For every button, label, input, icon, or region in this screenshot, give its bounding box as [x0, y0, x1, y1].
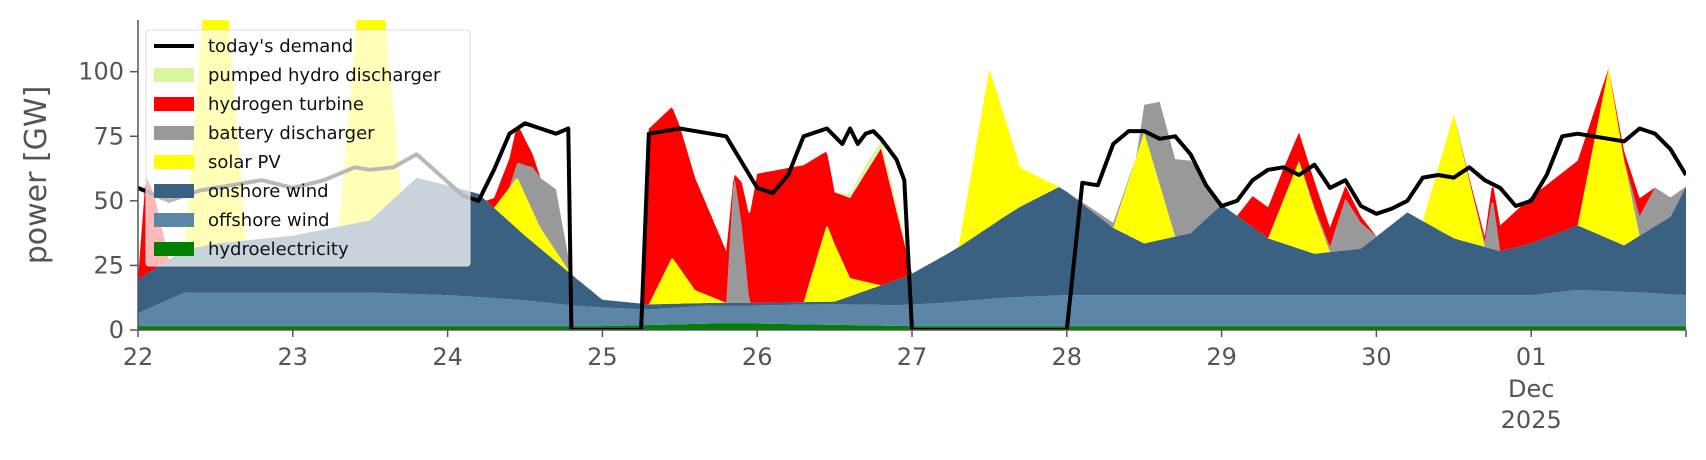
- x-tick-label: 23: [278, 343, 309, 371]
- legend-background: [145, 29, 471, 267]
- legend-label: hydroelectricity: [208, 239, 349, 260]
- legend-label: hydrogen turbine: [208, 94, 364, 115]
- legend-swatch: [154, 97, 194, 111]
- legend-swatch: [154, 184, 194, 198]
- legend-swatch: [154, 213, 194, 227]
- legend-label: today's demand: [208, 36, 353, 57]
- x-tick-group: 22 23 24 25 26 27 28 29 30 01: [123, 330, 1687, 371]
- x-sublabel-year: 2025: [1501, 406, 1562, 434]
- legend: today's demand pumped hydro discharger hyd…: [145, 29, 471, 267]
- x-tick-label: 28: [1052, 343, 1083, 371]
- x-tick-label: 22: [123, 343, 154, 371]
- legend-swatch: [154, 242, 194, 256]
- area-onshore-wind: [138, 177, 1686, 314]
- x-tick-label: 01: [1516, 343, 1547, 371]
- x-tick-label: 24: [432, 343, 463, 371]
- x-tick-label: 29: [1206, 343, 1237, 371]
- x-tick-label: 25: [587, 343, 618, 371]
- y-tick-label: 100: [78, 58, 124, 86]
- y-tick-label: 50: [93, 187, 124, 215]
- legend-swatch: [154, 155, 194, 169]
- area-solar-PV: [138, 20, 1686, 305]
- legend-swatch: [154, 126, 194, 140]
- demand-line: [138, 121, 1686, 330]
- legend-label: offshore wind: [208, 210, 330, 231]
- legend-label: onshore wind: [208, 181, 329, 202]
- y-tick-label: 0: [109, 316, 124, 344]
- x-sublabel-month: Dec: [1508, 375, 1554, 403]
- demand-line-group: [138, 121, 1686, 330]
- legend-label: pumped hydro discharger: [208, 65, 441, 86]
- y-tick-label: 25: [93, 251, 124, 279]
- legend-swatch: [154, 68, 194, 82]
- y-axis-label: power [GW]: [19, 86, 54, 265]
- legend-label: battery discharger: [208, 123, 375, 144]
- x-tick-label: 30: [1361, 343, 1392, 371]
- legend-label: solar PV: [208, 152, 281, 173]
- y-tick-group: 0 25 50 75 100: [78, 58, 138, 344]
- y-tick-label: 75: [93, 122, 124, 150]
- x-tick-label: 27: [897, 343, 928, 371]
- x-tick-label: 26: [742, 343, 773, 371]
